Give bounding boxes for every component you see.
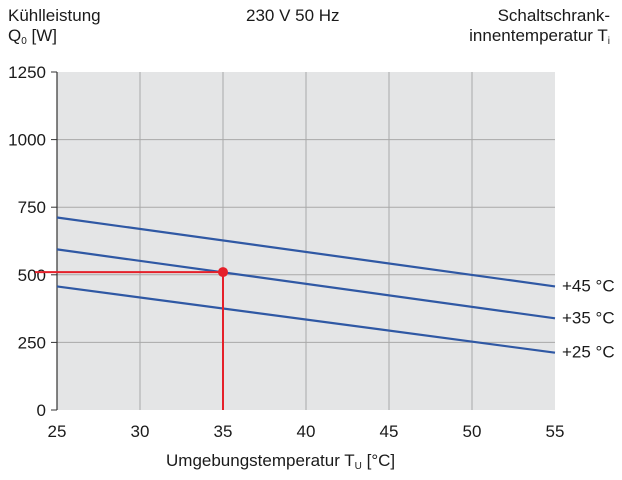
x-tick-label: 45 bbox=[380, 422, 399, 441]
legend-title-line1: Schaltschrank- bbox=[497, 6, 610, 25]
series-line bbox=[56, 285, 556, 354]
x-tick-label: 55 bbox=[546, 422, 565, 441]
x-tick-label: 30 bbox=[131, 422, 150, 441]
y-axis-title: Kühlleistung Q0 [W] bbox=[8, 6, 101, 52]
y-axis-title-line2: Q0 [W] bbox=[8, 26, 58, 47]
y-tick-label: 250 bbox=[18, 333, 46, 352]
series-label: +25 °C bbox=[562, 343, 615, 362]
y-tick-label: 0 bbox=[37, 401, 46, 420]
series-label: +35 °C bbox=[562, 308, 615, 327]
series-line bbox=[56, 216, 556, 288]
x-axis-title: Umgebungstemperatur TU [°C] bbox=[166, 451, 396, 472]
x-tick-label: 25 bbox=[48, 422, 67, 441]
y-tick-label: 500 bbox=[18, 266, 46, 285]
series-label: +45 °C bbox=[562, 276, 615, 295]
legend-title-line2: innentemperatur Ti bbox=[469, 26, 610, 47]
highlight-point bbox=[218, 267, 228, 278]
series-legend-title: Schaltschrank- innentemperatur Ti bbox=[469, 6, 610, 52]
y-tick-label: 750 bbox=[18, 198, 46, 217]
series-line bbox=[56, 248, 556, 320]
y-tick-label: 1000 bbox=[8, 131, 46, 150]
y-tick-label: 1250 bbox=[8, 63, 46, 82]
chart-title: 230 V 50 Hz bbox=[246, 6, 340, 25]
y-axis-title-line1: Kühlleistung bbox=[8, 6, 101, 25]
x-tick-label: 40 bbox=[297, 422, 316, 441]
x-tick-label: 35 bbox=[214, 422, 233, 441]
x-tick-label: 50 bbox=[463, 422, 482, 441]
